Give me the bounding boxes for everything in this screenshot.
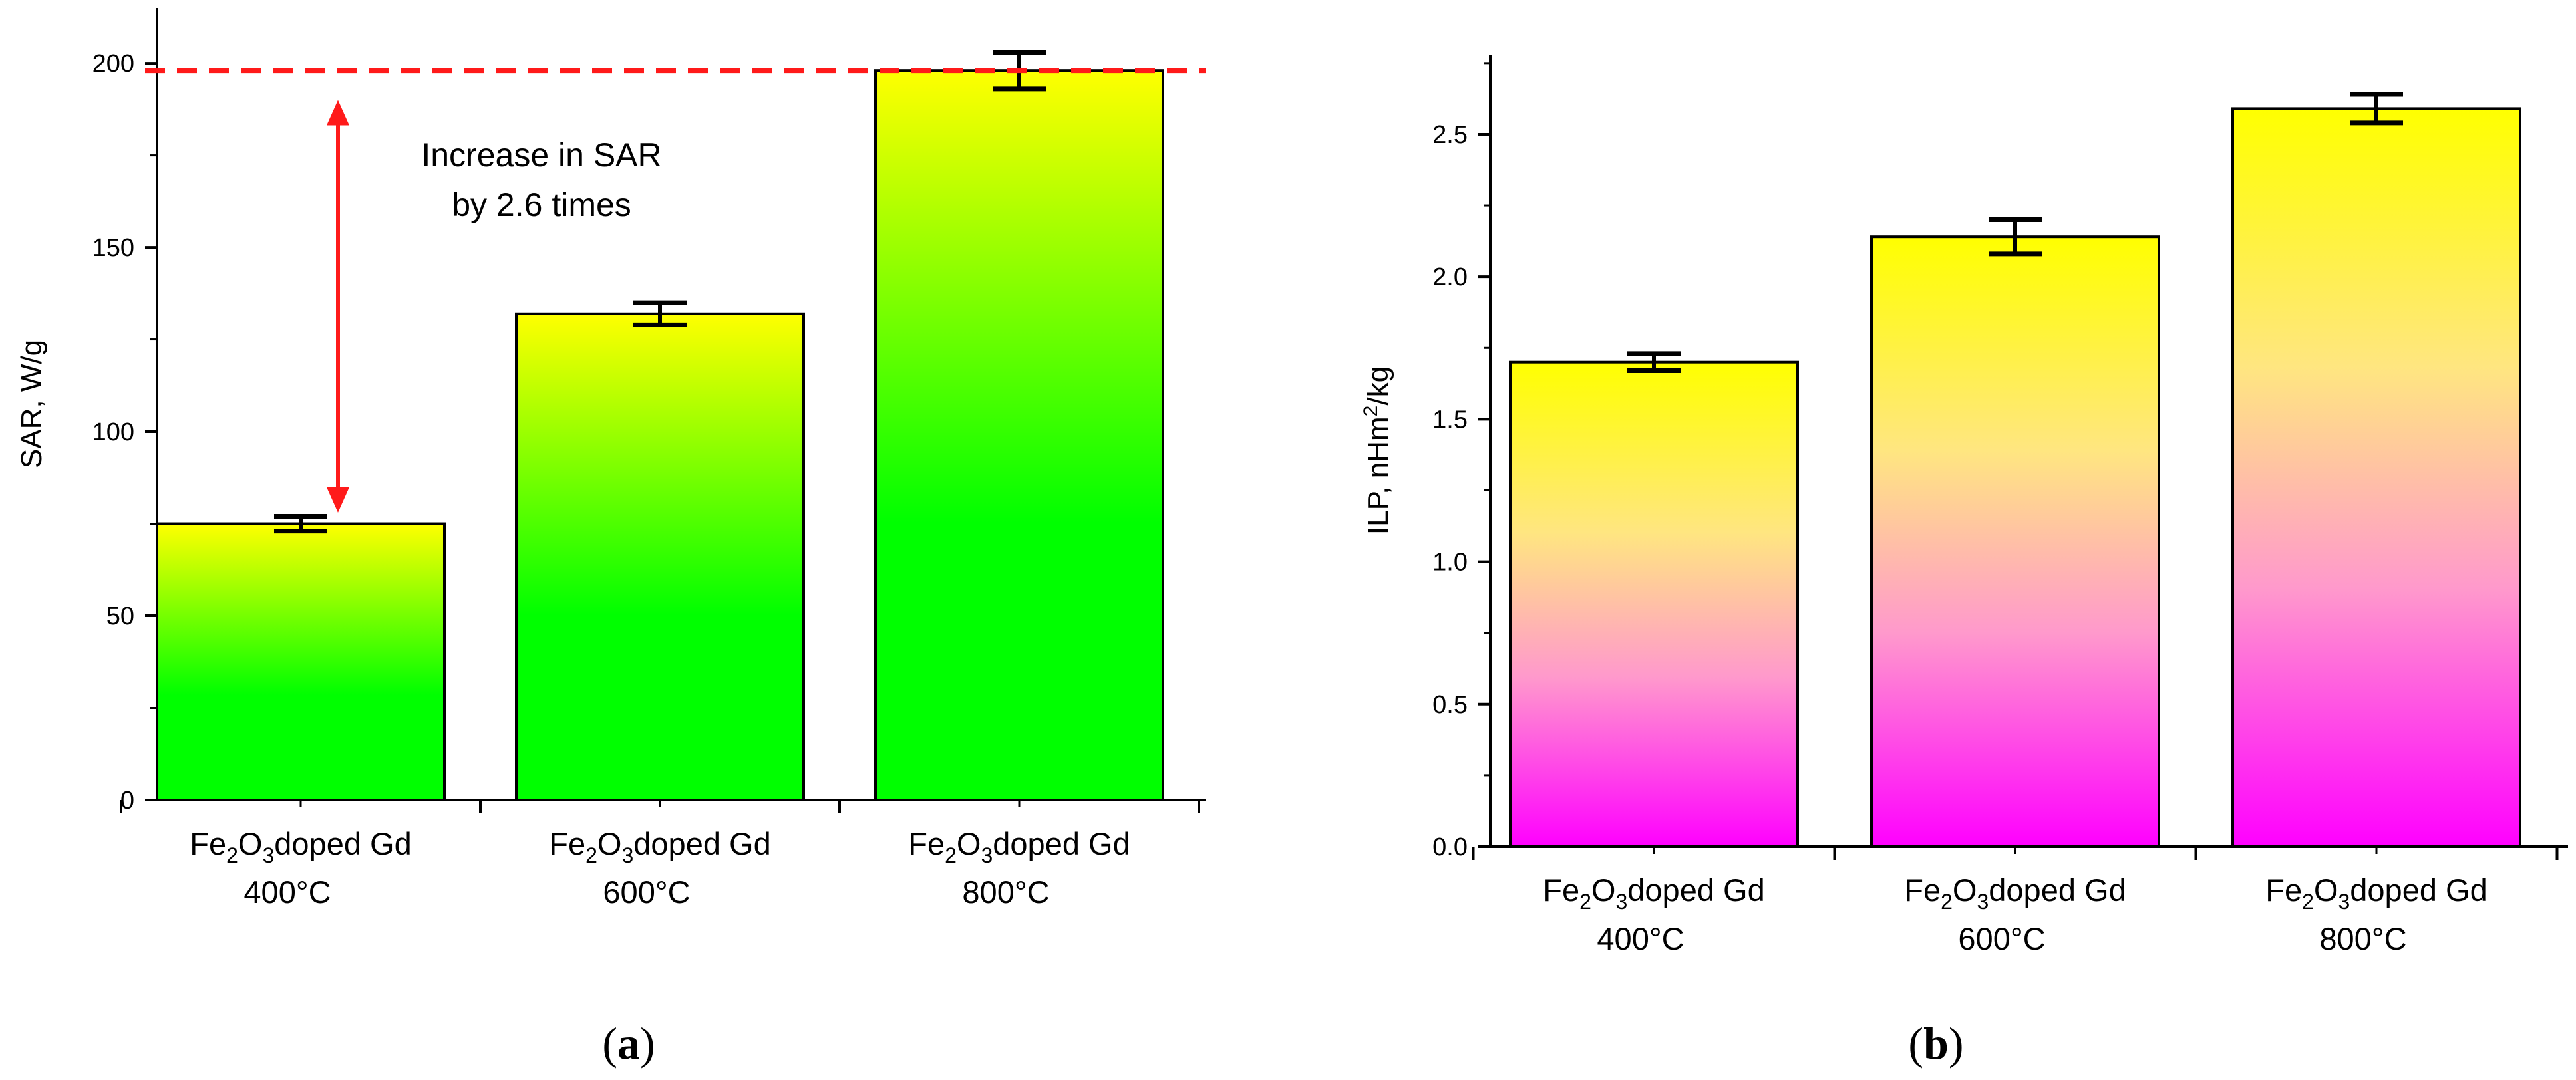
y-tick-label: 1.5 <box>1432 406 1468 434</box>
category-temp-label: 400°C <box>1597 921 1684 956</box>
category-temp-label: 800°C <box>2319 921 2406 956</box>
panel-letter: b <box>1923 1018 1949 1069</box>
bar <box>1870 235 2160 848</box>
y-tick-label: 1.0 <box>1432 549 1468 577</box>
bar <box>156 522 446 802</box>
panel-a-label: (a) <box>602 1018 655 1069</box>
y-tick-label: 0.5 <box>1432 691 1468 719</box>
y-tick-label: 150 <box>92 234 134 262</box>
arrow-head-up <box>327 100 349 126</box>
panel-a-labels: Fe2O3doped Gd 400°C Fe2O3doped Gd 600°C Fe2O… <box>190 826 1130 910</box>
ylabel-superscript: 2 <box>1360 406 1382 417</box>
ylabel-main: ILP, nHm <box>1362 416 1394 535</box>
panel-letter: a <box>617 1018 640 1069</box>
y-tick-label: 0 <box>120 787 134 815</box>
bar <box>2231 107 2521 848</box>
category-label: Fe2O3doped Gd <box>1904 873 2126 914</box>
panel-a-bars <box>145 49 1206 802</box>
category-label: Fe2O3doped Gd <box>1543 873 1764 914</box>
panel-b-y-axis-title: ILP, nHm2/kg <box>1360 366 1394 535</box>
y-tick-label: 100 <box>92 418 134 446</box>
panel-b-bars <box>1509 92 2521 848</box>
bar <box>874 69 1164 801</box>
y-tick-label: 200 <box>92 50 134 78</box>
ylabel-rest: /kg <box>1362 366 1394 406</box>
category-temp-label: 600°C <box>1958 921 2045 956</box>
panel-a-annotation-line2: by 2.6 times <box>452 186 631 223</box>
panel-paren: ) <box>1949 1018 1964 1069</box>
category-label: Fe2O3doped Gd <box>190 826 411 867</box>
panel-a-y-axis-title: SAR, W/g <box>15 340 48 468</box>
category-label: Fe2O3doped Gd <box>2265 873 2487 914</box>
panel-a-annotation-line1: Increase in SAR <box>421 136 661 174</box>
arrow-head-down <box>327 487 349 513</box>
bar <box>515 312 805 802</box>
y-tick-label: 0.0 <box>1432 833 1468 861</box>
category-label: Fe2O3doped Gd <box>908 826 1130 867</box>
panel-paren: ) <box>640 1018 655 1069</box>
y-tick-label: 2.0 <box>1432 263 1468 291</box>
panel-b-label: (b) <box>1908 1018 1963 1069</box>
category-label: Fe2O3doped Gd <box>549 826 770 867</box>
y-tick-label: 50 <box>106 603 134 630</box>
category-temp-label: 400°C <box>243 875 331 910</box>
category-temp-label: 600°C <box>603 875 690 910</box>
chart-panel-b: 0.00.51.01.52.02.5 Fe2O3doped Gd400°CFe2… <box>1360 55 2568 1069</box>
y-tick-label: 2.5 <box>1432 121 1468 149</box>
category-temp-label: 800°C <box>962 875 1049 910</box>
bar <box>1509 360 1799 848</box>
panel-b-labels: Fe2O3doped Gd 400°C Fe2O3doped Gd 600°C Fe2O… <box>1543 873 2487 956</box>
